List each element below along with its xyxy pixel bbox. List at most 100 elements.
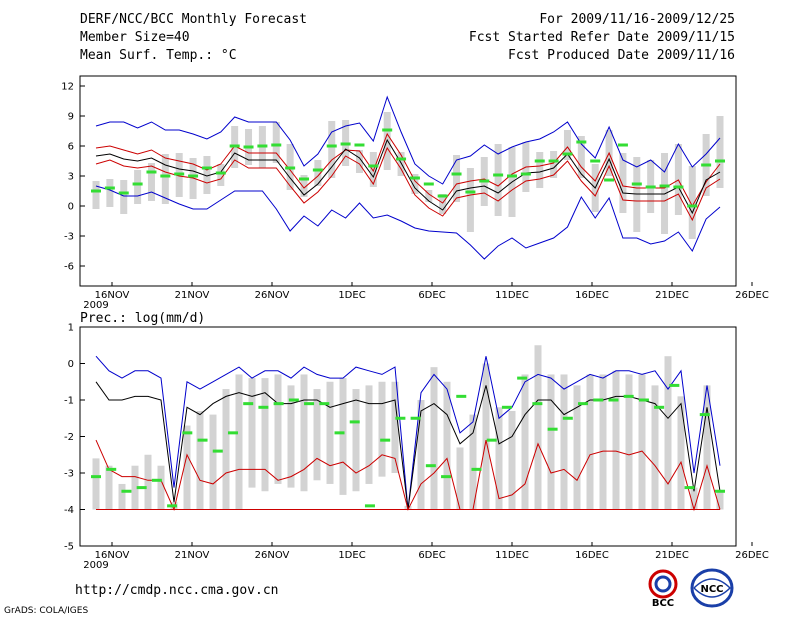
member-size-label: Member Size=40 <box>80 30 190 45</box>
ensemble-mean-mark <box>354 143 365 147</box>
range-box <box>690 487 698 510</box>
range-box <box>222 389 230 510</box>
x-tick-label: 16DEC <box>575 290 609 301</box>
range-box <box>619 153 627 213</box>
range-box <box>560 374 568 510</box>
ensemble-mean-mark <box>136 486 147 490</box>
range-box <box>326 381 334 484</box>
range-box <box>92 458 100 510</box>
forecast-period-label: For 2009/11/16-2009/12/25 <box>539 12 735 27</box>
range-box <box>274 374 282 484</box>
ensemble-mean-mark <box>273 402 284 406</box>
plot-frame <box>79 326 737 547</box>
ensemble-mean-mark <box>319 402 330 406</box>
y-tick-label: 0 <box>68 202 74 213</box>
range-box <box>365 385 373 484</box>
ensemble-mean-mark <box>188 174 199 178</box>
ensemble-mean-mark <box>441 475 452 479</box>
x-tick-label: 21DEC <box>655 290 689 301</box>
range-box <box>397 152 405 176</box>
forecast-produced-label: Fcst Produced Date 2009/11/16 <box>508 48 735 63</box>
ensemble-mean-mark <box>562 416 573 420</box>
ensemble-mean-mark <box>118 191 129 195</box>
ensemble-mean-mark <box>493 173 504 177</box>
x-tick-label: 6DEC <box>418 290 445 301</box>
ensemble-mean-mark <box>304 402 315 406</box>
range-box <box>314 160 322 186</box>
ensemble-mean-mark <box>382 128 393 132</box>
x-tick-label: 26DEC <box>735 290 769 301</box>
ensemble-mean-mark <box>167 504 178 508</box>
ensemble-mean-mark <box>437 194 448 198</box>
ensemble-mean-mark <box>715 159 725 163</box>
range-box <box>235 374 243 510</box>
range-box <box>453 155 461 202</box>
range-box <box>313 389 321 481</box>
x-tick-label: 16NOV <box>95 290 130 301</box>
range-box <box>203 156 211 194</box>
x-year-label: 2009 <box>83 300 108 311</box>
y-tick-label: -4 <box>64 505 74 516</box>
x-tick-label: 16NOV <box>95 550 130 561</box>
y-tick-label: -5 <box>64 542 74 553</box>
range-box <box>300 175 308 197</box>
ensemble-mean-mark <box>471 467 482 471</box>
ensemble-mean-mark <box>501 405 512 409</box>
x-year-label: 2009 <box>83 560 108 571</box>
range-box <box>439 194 447 214</box>
range-box <box>547 374 555 510</box>
ensemble-mean-mark <box>684 486 695 490</box>
series-line-upper <box>95 132 721 208</box>
ensemble-mean-mark <box>174 172 185 176</box>
ensemble-mean-mark <box>368 164 379 168</box>
ensemble-mean-mark <box>451 172 462 176</box>
range-box <box>144 454 152 510</box>
ensemble-mean-mark <box>160 174 171 178</box>
ensemble-mean-mark <box>212 449 223 453</box>
range-box <box>417 400 425 510</box>
y-tick-label: -3 <box>64 469 74 480</box>
ensemble-mean-mark <box>631 182 642 186</box>
forecast-started-label: Fcst Started Refer Date 2009/11/15 <box>468 30 735 45</box>
range-box <box>534 345 542 510</box>
range-box <box>106 179 114 207</box>
range-box <box>638 374 646 510</box>
precipitation-panel: 1 0 -1 -2 -3 -4 -5 16NOV 21NOV 26NOV 1DEC 6DEC 11DEC… <box>64 323 769 572</box>
range-box <box>586 374 594 510</box>
range-box <box>612 370 620 510</box>
ensemble-mean-mark <box>91 475 101 479</box>
range-box <box>716 116 724 188</box>
ensemble-mean-mark <box>486 438 497 442</box>
x-tick-label: 11DEC <box>495 290 529 301</box>
precip-title: Prec.: log(mm/d) <box>80 311 206 326</box>
ensemble-mean-mark <box>699 413 710 417</box>
ensemble-mean-mark <box>201 166 212 170</box>
bcc-logo-text: BCC <box>652 598 674 608</box>
range-box <box>355 150 363 173</box>
ensemble-mean-mark <box>271 143 282 147</box>
range-box <box>261 378 269 492</box>
ensemble-mean-mark <box>197 438 208 442</box>
x-tick-label: 26NOV <box>255 550 290 561</box>
range-box <box>469 414 477 510</box>
x-tick-label: 21DEC <box>655 550 689 561</box>
range-box <box>328 121 336 178</box>
ensemble-mean-mark <box>132 182 143 186</box>
ensemble-mean-mark <box>334 431 345 435</box>
y-tick-label: -2 <box>64 432 74 443</box>
y-tick-label: -6 <box>64 262 74 273</box>
range-box <box>466 168 474 232</box>
ensemble-mean-mark <box>687 204 698 208</box>
source-url[interactable]: http://cmdp.ncc.cma.gov.cn <box>75 583 279 598</box>
ensemble-mean-mark <box>562 152 573 156</box>
range-box <box>352 389 360 492</box>
ensemble-mean-mark <box>104 186 115 190</box>
ensemble-mean-mark <box>229 144 240 148</box>
variable-label: Mean Surf. Temp.: °C <box>80 48 237 63</box>
range-box <box>411 174 419 194</box>
range-box <box>443 381 451 510</box>
series-line-low <box>95 185 721 260</box>
y-tick-label: -1 <box>64 396 74 407</box>
ensemble-mean-mark <box>593 398 604 402</box>
